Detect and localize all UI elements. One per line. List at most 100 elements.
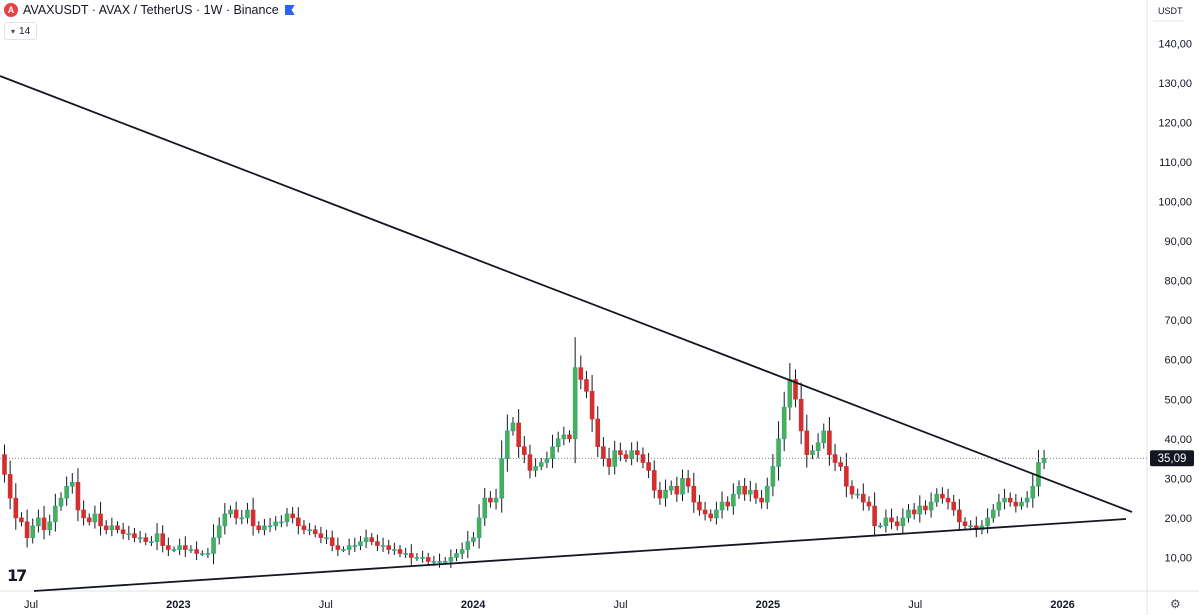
candle [188,545,194,554]
candle [120,522,126,540]
ascending-trendline[interactable] [33,518,1127,592]
candle [906,504,911,523]
x-tick-label: Jul [613,599,627,611]
candle [776,421,781,481]
candle [92,505,98,529]
candle [516,409,521,458]
candle [900,508,906,534]
candle [386,539,392,555]
candle [301,520,307,535]
candle [205,547,211,558]
chevron-down-icon[interactable]: ▾ [11,26,16,36]
candle [657,481,663,505]
candle [295,507,301,535]
current-price-label: 35,09 [1158,453,1187,465]
candle [471,531,476,547]
candle [408,544,414,565]
candle [595,406,601,457]
candle [199,550,205,557]
tradingview-logo[interactable]: 17 [7,566,27,585]
candle [940,487,945,504]
candle [668,480,674,495]
candle [973,516,979,538]
candle [832,443,838,472]
candle [279,515,284,528]
candle [844,452,849,498]
candle [245,502,250,524]
candle [538,457,544,471]
candle [555,431,561,453]
candle [160,525,165,553]
candle [781,391,787,452]
candle [996,493,1002,517]
candle [132,527,137,543]
candle [719,491,725,519]
flag-icon[interactable] [284,5,295,15]
candle [945,488,951,510]
descending-trendline[interactable] [0,75,1133,513]
candle [849,480,855,499]
candle [363,529,369,549]
candle [521,436,527,464]
candle [437,553,442,568]
candle [691,472,697,513]
candle [307,523,312,536]
candle [957,499,962,531]
candle [505,414,510,472]
candle [24,509,30,548]
candle [584,370,589,399]
y-tick-label: 20,00 [1164,513,1192,525]
candle [815,433,821,459]
chart-header: A AVAXUSDT · AVAX / TetherUS · 1W · Bina… [4,3,295,17]
candle [697,494,702,516]
candle [866,496,872,511]
candle [962,517,968,530]
candle [346,538,352,556]
candle [742,477,747,501]
candle [578,355,584,390]
candle [2,444,7,483]
y-tick-label: 130,00 [1158,78,1192,90]
candle [290,507,295,524]
candle [488,491,493,508]
candle [533,458,538,477]
y-tick-label: 30,00 [1164,473,1192,485]
candle [375,534,380,552]
indicator-chip[interactable]: ▾ 14 [4,22,38,40]
candle [19,512,24,527]
candle [747,480,753,502]
candle [601,437,606,467]
candle [877,522,883,529]
candle [194,541,199,560]
y-tick-label: 120,00 [1158,117,1192,129]
candle [618,442,623,462]
avax-logo-icon[interactable]: A [4,3,18,17]
candle [341,546,346,553]
candle [358,535,363,551]
candle [759,490,764,509]
y-tick-label: 140,00 [1158,38,1192,50]
candle [183,536,188,557]
candle [318,526,324,544]
x-tick-label: Jul [908,599,922,611]
candle [855,488,860,499]
candle [872,492,877,537]
y-tick-label: 40,00 [1164,434,1192,446]
candle [550,434,555,469]
candle [64,476,69,506]
candle [262,518,267,536]
candle [1030,474,1036,508]
gear-icon[interactable]: ⚙ [1170,597,1181,611]
candle [1041,449,1047,470]
candle [725,496,731,511]
candle [465,530,471,559]
x-tick-label: 2023 [166,599,190,611]
y-tick-label: 50,00 [1164,394,1192,406]
candle [979,520,985,535]
chart-title[interactable]: AVAXUSDT · AVAX / TetherUS · 1W · Binanc… [23,3,279,17]
candle [267,517,273,533]
candle [70,473,75,494]
candle [81,500,86,526]
candle [860,483,866,511]
